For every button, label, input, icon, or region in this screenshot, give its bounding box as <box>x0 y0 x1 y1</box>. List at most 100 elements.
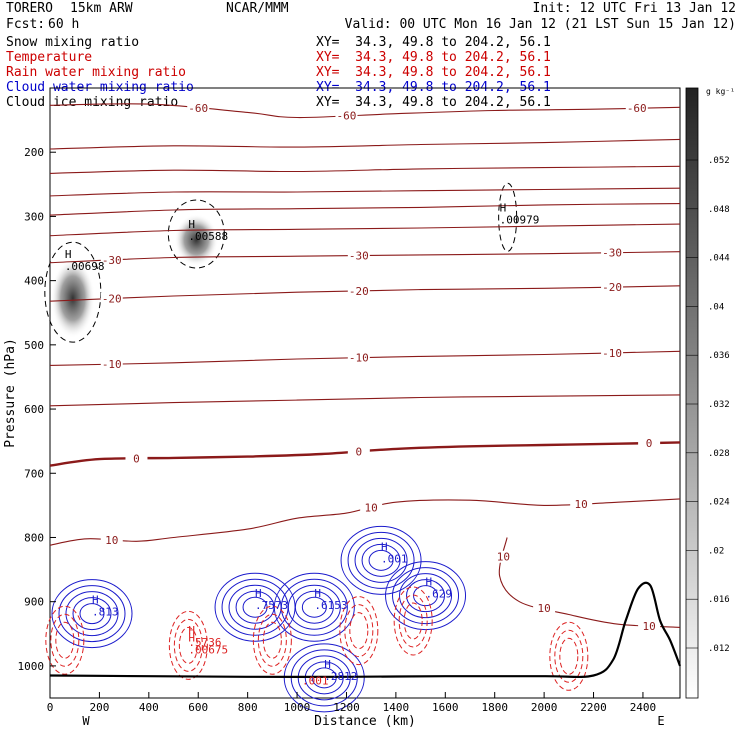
model-name: TORERO <box>6 1 53 16</box>
isotherm-line <box>49 165 681 174</box>
rain-contour <box>168 610 208 680</box>
maxima-labels: H.00698H.00588H.00979H.813H.7573H.6153H.… <box>65 201 540 687</box>
cloud-water-contour <box>51 579 133 649</box>
x-tick-label: 1600 <box>432 701 459 714</box>
legend-xy-snow: XY= 34.3, 49.8 to 204.2, 56.1 <box>316 35 551 50</box>
isotherm-line <box>49 498 681 546</box>
colorbar-tick-label: .048 <box>708 205 730 215</box>
isotherm-label: 10 <box>642 620 655 633</box>
colorbar-tick-label: .028 <box>708 449 730 459</box>
cloud-water-max-value: .2812 <box>324 670 357 683</box>
isotherm-label: -60 <box>337 110 357 123</box>
isotherm-label: -10 <box>349 352 369 365</box>
cloud-water-contour <box>354 537 408 583</box>
rain-contour <box>349 612 369 650</box>
legend-label-cloud-ice: Cloud ice mixing ratio <box>6 95 179 110</box>
colorbar-tick-label: .032 <box>708 400 730 410</box>
legend-label-rain: Rain water mixing ratio <box>6 65 187 80</box>
rain-contour <box>50 613 80 667</box>
snow-shaded-area <box>50 258 95 339</box>
forecast-label: Fcst: <box>6 17 46 32</box>
cloud-water-max-value: .813 <box>92 606 119 619</box>
cloud-water-contour <box>65 591 119 637</box>
y-tick-label: 300 <box>24 210 44 223</box>
x-end-label-west: W <box>82 714 90 728</box>
cloud-water-contour <box>347 531 415 589</box>
isotherm-label-bg <box>625 102 648 115</box>
isotherm-label-bg <box>533 602 556 615</box>
isotherm-label: -30 <box>602 247 622 260</box>
legend-xy-temperature: XY= 34.3, 49.8 to 204.2, 56.1 <box>316 50 551 65</box>
cloud-water-max-marker: H <box>324 658 331 671</box>
init-time: Init: 12 UTC Fri 13 Jan 12 <box>532 1 737 16</box>
cloud-water-contour <box>287 584 341 630</box>
cloud-water-contour <box>72 597 112 631</box>
cloud-water-contour <box>385 561 467 631</box>
x-tick-label: 1800 <box>481 701 508 714</box>
isotherm-label: 10 <box>537 602 550 615</box>
snow-contour <box>498 182 518 252</box>
isotherm-label: -20 <box>602 281 622 294</box>
model-resolution: 15km ARW <box>70 1 133 16</box>
isotherm-label-bg <box>360 501 383 514</box>
organization: NCAR/MMM <box>226 1 289 16</box>
colorbar-tick-label: .04 <box>708 302 724 312</box>
rain-max-marker: H <box>188 624 195 637</box>
axes-layer: 0 200 400 600 800 1000 1200 1400 1600 1800 2000 220… <box>18 146 657 714</box>
isotherm-label: -20 <box>349 285 369 298</box>
isotherm-label-bg <box>347 445 370 458</box>
snow-shading-layer <box>44 182 518 343</box>
isotherm-label-bg <box>638 437 661 450</box>
rain-contour <box>339 596 379 666</box>
isotherm-label-bg <box>100 292 123 305</box>
rain-contour <box>344 604 374 658</box>
isotherm-label-bg <box>347 284 370 297</box>
isotherm-label: -10 <box>102 358 122 371</box>
isotherm-label: 0 <box>133 452 140 465</box>
isotherm-label-bg <box>347 351 370 364</box>
legend-xy-cloud-ice: XY= 34.3, 49.8 to 204.2, 56.1 <box>316 95 551 110</box>
x-axis-title: Distance (km) <box>314 714 416 729</box>
isotherm-label: 0 <box>356 445 363 458</box>
snow-max-value: .00698 <box>65 260 105 273</box>
isotherm-label-bg <box>601 281 624 294</box>
rain-contour <box>45 605 85 675</box>
terrain-layer <box>49 581 682 679</box>
cloud-water-contour <box>294 590 334 624</box>
y-tick-label: 400 <box>24 275 44 288</box>
cloud-water-layer <box>51 525 467 713</box>
x-tick-label: 1400 <box>383 701 410 714</box>
cloud-water-contour <box>79 603 105 625</box>
y-tick-label: 800 <box>24 531 44 544</box>
colorbar-tick-label: .012 <box>708 644 730 654</box>
x-tick-label: 600 <box>188 701 208 714</box>
cloud-water-contour <box>368 549 394 571</box>
snow-max-value: .00588 <box>188 230 228 243</box>
snow-max-value: .00979 <box>500 213 540 226</box>
rain-max-value: .5736 <box>188 636 221 649</box>
isotherm-line <box>49 187 681 197</box>
cloud-water-max-value: .001 <box>381 552 408 565</box>
cloud-water-max-marker: H <box>255 587 262 600</box>
isotherm-label-bg <box>100 534 123 547</box>
rain-max-value: .001 <box>302 674 329 687</box>
terrain-line <box>49 581 682 679</box>
rain-max-marker: H <box>188 631 195 644</box>
x-tick-label: 1000 <box>284 701 311 714</box>
colorbar-tick-label: .044 <box>708 254 730 264</box>
isotherm-label-bg <box>492 550 515 563</box>
snow-max-marker: H <box>65 248 72 261</box>
cloud-water-max-value: .629 <box>426 588 453 601</box>
rain-contour <box>554 629 584 683</box>
colorbar-gradient <box>685 87 699 699</box>
isotherm-label-bg <box>601 246 624 259</box>
isotherm-line <box>49 223 681 237</box>
isotherm-label: 10 <box>497 551 510 564</box>
isotherm-label-bg <box>125 452 148 465</box>
cloud-water-contour <box>301 596 327 618</box>
cloud-water-contour <box>58 585 126 643</box>
rain-contour <box>559 637 579 675</box>
isotherm-line <box>498 537 681 628</box>
x-tick-label: 2200 <box>580 701 607 714</box>
